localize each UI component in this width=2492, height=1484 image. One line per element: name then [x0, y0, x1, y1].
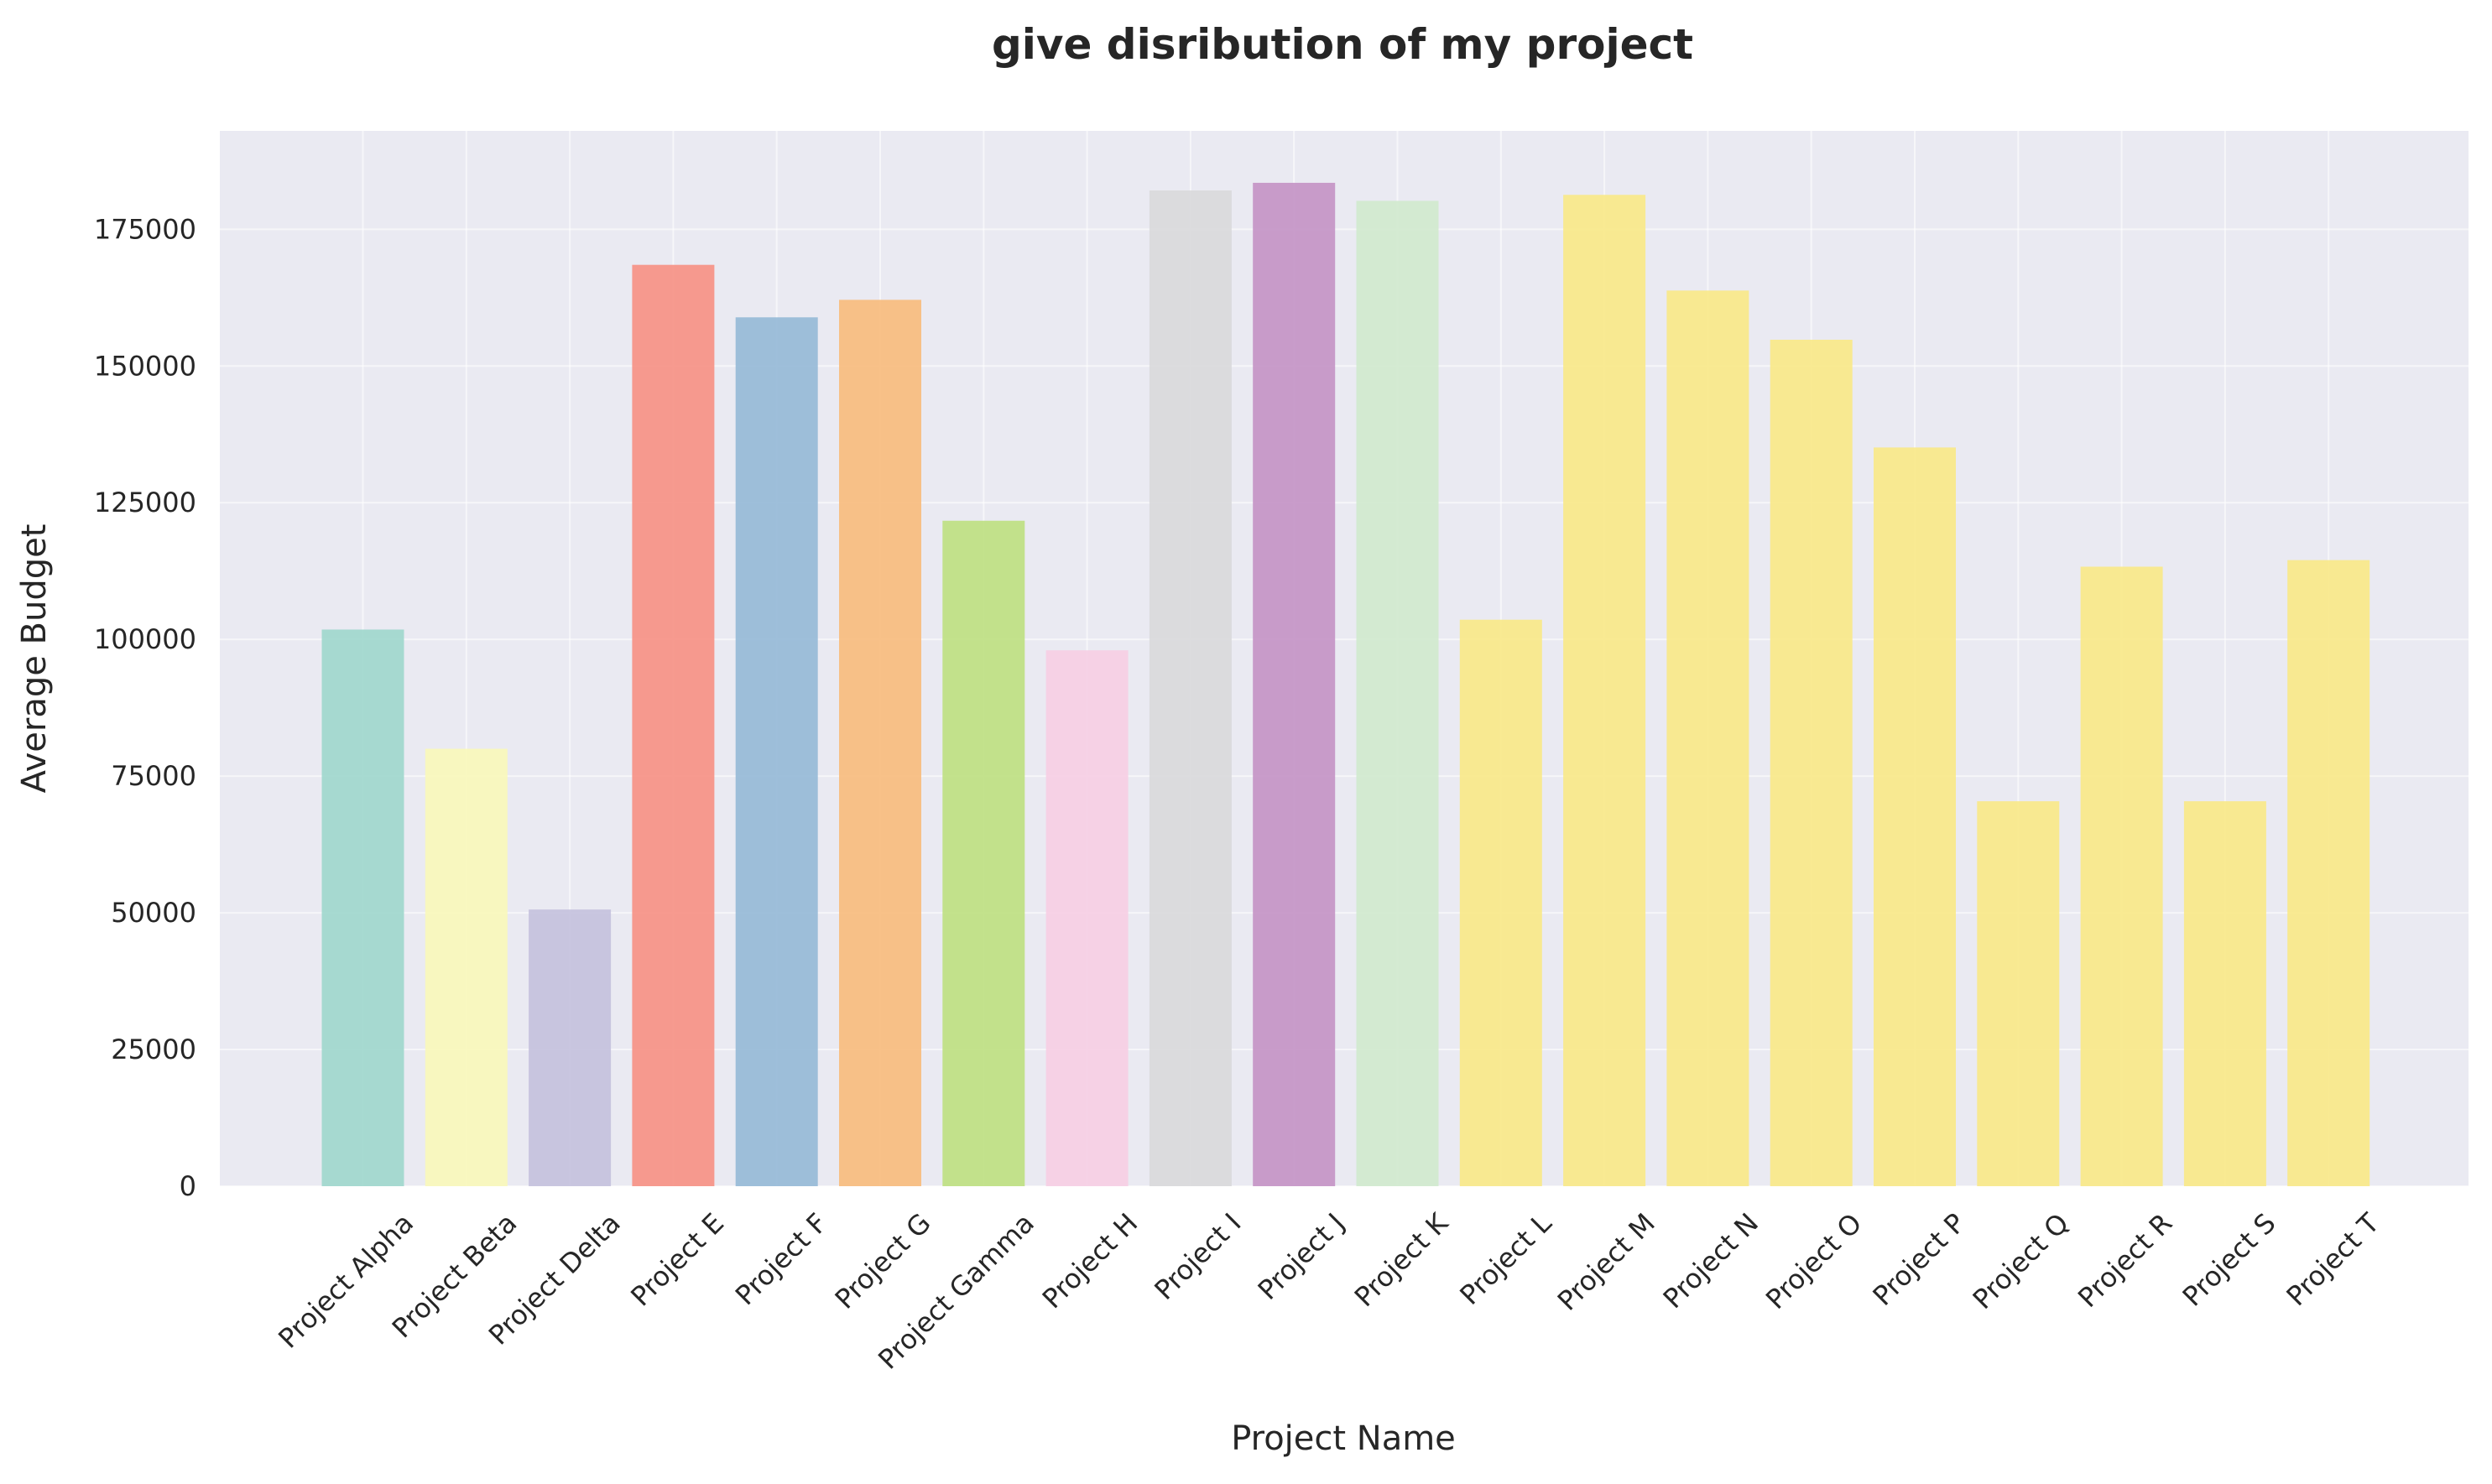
bar: [1770, 339, 1853, 1186]
bar: [1459, 619, 1542, 1186]
bar: [1874, 447, 1956, 1186]
x-tick-label: Project O: [1760, 1207, 1868, 1315]
x-tick-label: Project Q: [1967, 1207, 2075, 1315]
bar: [1356, 200, 1439, 1186]
y-tick-label: 125000: [94, 487, 196, 518]
bar: [1563, 195, 1646, 1186]
bar: [2287, 560, 2370, 1186]
bar: [632, 264, 715, 1186]
x-tick-label: Project P: [1867, 1207, 1972, 1312]
chart-title: give disribution of my project: [992, 20, 1693, 69]
bar: [2080, 566, 2163, 1186]
bar: [735, 317, 818, 1186]
x-tick-label: Project H: [1036, 1207, 1144, 1315]
bar: [1253, 182, 1336, 1187]
x-axis-label: Project Name: [1231, 1419, 1456, 1458]
x-tick-label: Project F: [729, 1207, 833, 1311]
bars: [321, 182, 2370, 1187]
x-tick-label: Project K: [1348, 1206, 1455, 1313]
y-tick-label: 175000: [94, 213, 196, 245]
x-tick-label: Project G: [829, 1207, 937, 1315]
bar: [529, 909, 612, 1186]
y-axis-label: Average Budget: [15, 524, 54, 794]
bar: [942, 520, 1025, 1186]
y-tick-label: 0: [180, 1170, 196, 1202]
bar: [1977, 801, 2060, 1186]
bar: [2183, 801, 2266, 1186]
x-tick-label: Project S: [2177, 1207, 2282, 1313]
x-tick-label: Project R: [2072, 1207, 2178, 1314]
bar: [425, 748, 508, 1186]
bar: [839, 299, 921, 1186]
x-tick-label: Project M: [1551, 1207, 1661, 1317]
x-tick-label: Project J: [1252, 1207, 1351, 1306]
y-tick-label: 150000: [94, 350, 196, 382]
bar: [321, 629, 404, 1186]
y-tick-label: 100000: [94, 623, 196, 655]
y-tick-labels: 0 25000 50000 75000 100000 125000 150000 175000: [94, 213, 196, 1202]
x-tick-label: Project N: [1657, 1207, 1765, 1315]
bar: [1149, 190, 1232, 1187]
y-tick-label: 75000: [111, 760, 196, 792]
y-tick-label: 25000: [111, 1034, 196, 1065]
bar: [1045, 650, 1129, 1186]
bar: [1666, 290, 1749, 1186]
x-tick-label: Project I: [1148, 1207, 1247, 1306]
x-tick-label: Project E: [624, 1207, 730, 1313]
y-tick-label: 50000: [111, 897, 196, 929]
x-tick-label: Project L: [1453, 1207, 1557, 1311]
x-tick-label: Project T: [2281, 1206, 2386, 1312]
